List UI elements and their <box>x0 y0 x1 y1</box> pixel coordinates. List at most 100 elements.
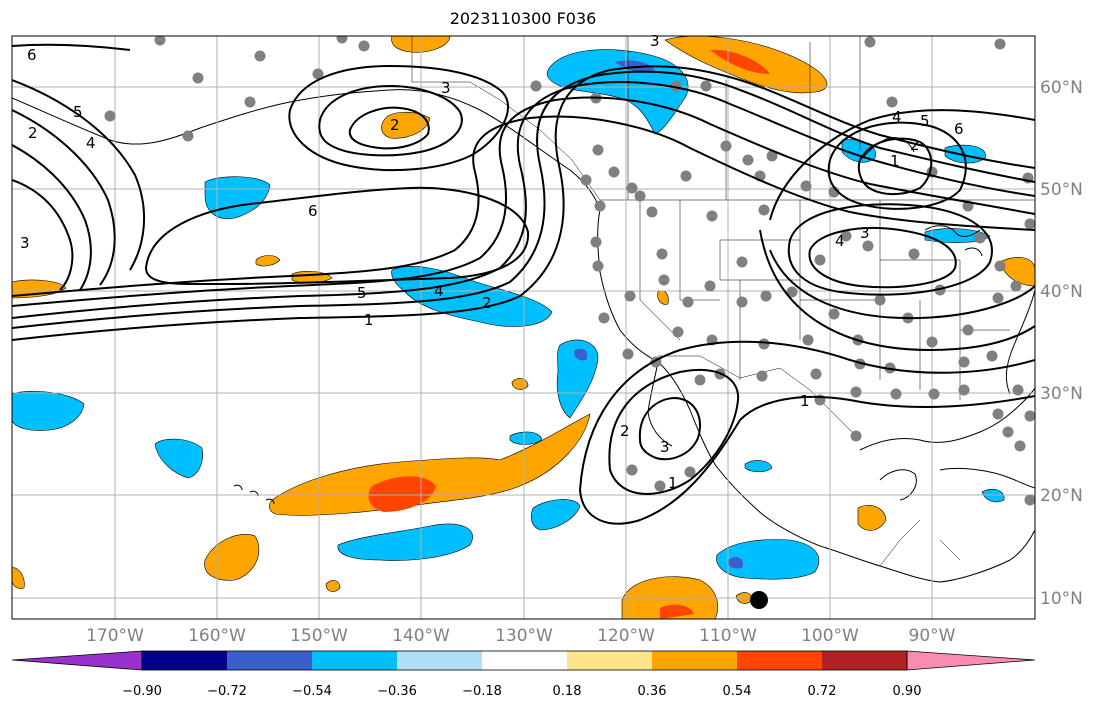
shade-blue-mex <box>716 539 820 580</box>
map-area <box>12 36 1035 619</box>
station-dot <box>742 154 754 166</box>
colorbar-tick-label: 0.72 <box>808 684 837 699</box>
contour-label: 6 <box>954 120 964 138</box>
contour-pac-jet-5 <box>12 115 1035 297</box>
station-dot <box>592 260 604 272</box>
colorbar-tick-group: −0.90 −0.72 −0.54 −0.36 −0.18 0.18 0.36 … <box>122 684 921 699</box>
station-dot <box>962 324 974 336</box>
contour-west-edge-3 <box>12 109 116 286</box>
station-dot <box>1014 440 1026 452</box>
shade-blue-baja <box>556 339 599 419</box>
colorbar-seg <box>482 651 567 670</box>
alaska-coast <box>12 89 601 211</box>
contour-label: 5 <box>357 284 367 302</box>
contour-east-trough-2 <box>769 249 1035 320</box>
station-dot <box>608 166 620 178</box>
contour-pac-jet-4 <box>12 96 1035 307</box>
longitude-label-group: 170°W 160°W 150°W 140°W 130°W 120°W 110°… <box>86 626 956 646</box>
shade-red-bottom <box>660 604 694 619</box>
longitude-label: 90°W <box>909 626 956 646</box>
station-dot <box>994 38 1006 50</box>
station-dot <box>926 336 938 348</box>
contour-west-edge-2 <box>12 144 92 291</box>
station-dot <box>928 388 940 400</box>
colorbar-seg <box>397 651 482 670</box>
colorbar-seg <box>142 651 227 670</box>
station-dot <box>994 260 1006 272</box>
shade-orange-carib <box>857 505 887 531</box>
contour-label: 3 <box>860 224 870 242</box>
contour-southwest-1 <box>579 340 1035 491</box>
station-dot <box>590 236 602 248</box>
shade-blue-south <box>337 523 473 561</box>
great-lakes <box>924 225 983 257</box>
station-dot <box>1010 280 1022 292</box>
mexico-coast <box>715 465 1035 583</box>
station-dot <box>758 338 770 350</box>
station-dot <box>992 408 1004 420</box>
station-dot <box>704 280 716 292</box>
map-title: 2023110300 F036 <box>449 9 597 28</box>
station-dot <box>992 292 1004 304</box>
station-dot <box>828 308 840 320</box>
central-america <box>879 519 961 567</box>
station-dot <box>760 290 772 302</box>
contour-label: 6 <box>27 46 37 64</box>
border-alaska-canada <box>411 36 601 201</box>
station-dot <box>850 430 862 442</box>
contour-label: 3 <box>650 32 660 50</box>
longitude-label: 110°W <box>699 626 757 646</box>
contour-label: 4 <box>892 108 902 126</box>
station-dot <box>684 466 696 478</box>
contour-label: 4 <box>434 282 444 300</box>
colorbar-tick-label: 0.18 <box>553 684 582 699</box>
station-dot <box>814 254 826 266</box>
station-dot <box>890 388 902 400</box>
contour-label: 2 <box>28 124 38 142</box>
shade-orange-east <box>999 257 1035 287</box>
contour-west-edge-4 <box>12 79 145 271</box>
station-dot <box>594 200 606 212</box>
contour-label: 3 <box>20 234 30 252</box>
colorbar <box>11 650 1036 671</box>
contour-label: 1 <box>800 392 810 410</box>
canada-provinces <box>627 36 861 200</box>
latitude-label: 30°N <box>1040 384 1083 404</box>
station-dot <box>864 36 876 48</box>
contour-east-low-2 <box>827 121 967 210</box>
contour-pac-jet-2 <box>12 70 1035 329</box>
shade-bluedark-mex <box>727 557 743 569</box>
station-dot <box>886 96 898 108</box>
contour-label: 6 <box>308 202 318 220</box>
shade-blue-east2 <box>944 144 986 164</box>
station-dot <box>626 182 638 194</box>
shade-bluedark-alaska <box>615 60 655 72</box>
contour-label-group: 6 5 4 3 2 1 2 6 3 5 4 2 1 2 3 1 1 2 4 5 … <box>20 32 964 492</box>
contour-topleft <box>12 43 131 51</box>
contour-southwest-2 <box>608 368 740 495</box>
colorbar-right-arrow <box>906 650 1036 671</box>
contour-southwest-3 <box>638 396 701 461</box>
station-dot <box>862 240 874 252</box>
shade-blue-west <box>12 390 85 431</box>
shade-orange-gulf <box>381 111 431 139</box>
station-dot <box>680 170 692 182</box>
contour-label: 1 <box>364 311 374 329</box>
latitude-label: 20°N <box>1040 486 1083 506</box>
shade-orange-small2 <box>255 255 281 267</box>
station-dot <box>672 326 684 338</box>
station-dot <box>656 248 668 260</box>
colorbar-tick-label: −0.36 <box>377 684 417 699</box>
station-dot <box>1012 384 1024 396</box>
contour-label: 5 <box>73 103 83 121</box>
contour-label: 1 <box>668 474 678 492</box>
black-dot-marker <box>750 591 768 609</box>
contour-label: 5 <box>920 112 930 130</box>
borders <box>411 36 1035 567</box>
contour-east-low-1 <box>857 137 933 196</box>
gulf-coast <box>859 387 1035 451</box>
colorbar-left-arrow <box>11 650 143 671</box>
station-dot <box>736 296 748 308</box>
station-dot <box>598 312 610 324</box>
